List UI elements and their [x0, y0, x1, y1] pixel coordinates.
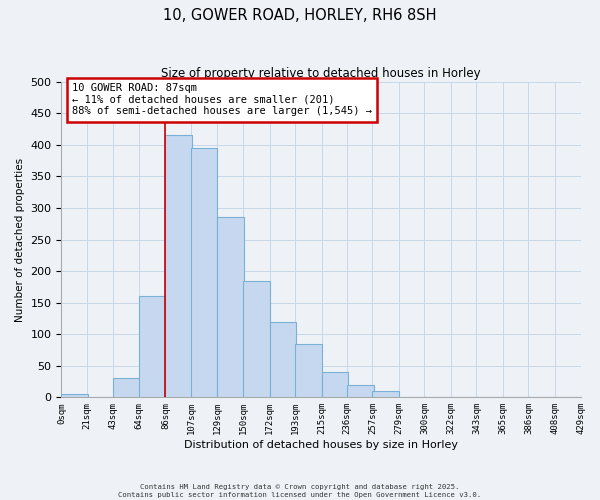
Bar — [191, 148, 217, 398]
Text: Contains HM Land Registry data © Crown copyright and database right 2025.
Contai: Contains HM Land Registry data © Crown c… — [118, 484, 482, 498]
Bar — [347, 384, 374, 398]
Text: 10, GOWER ROAD, HORLEY, RH6 8SH: 10, GOWER ROAD, HORLEY, RH6 8SH — [163, 8, 437, 22]
Y-axis label: Number of detached properties: Number of detached properties — [15, 158, 25, 322]
Bar — [322, 372, 348, 398]
Bar — [295, 344, 322, 398]
Bar — [373, 391, 399, 398]
Bar — [217, 218, 244, 398]
Text: 10 GOWER ROAD: 87sqm
← 11% of detached houses are smaller (201)
88% of semi-deta: 10 GOWER ROAD: 87sqm ← 11% of detached h… — [72, 83, 372, 116]
X-axis label: Distribution of detached houses by size in Horley: Distribution of detached houses by size … — [184, 440, 458, 450]
Title: Size of property relative to detached houses in Horley: Size of property relative to detached ho… — [161, 68, 481, 80]
Bar — [243, 280, 269, 398]
Bar — [113, 378, 140, 398]
Bar — [166, 136, 192, 398]
Bar — [269, 322, 296, 398]
Bar — [139, 296, 166, 398]
Bar — [61, 394, 88, 398]
